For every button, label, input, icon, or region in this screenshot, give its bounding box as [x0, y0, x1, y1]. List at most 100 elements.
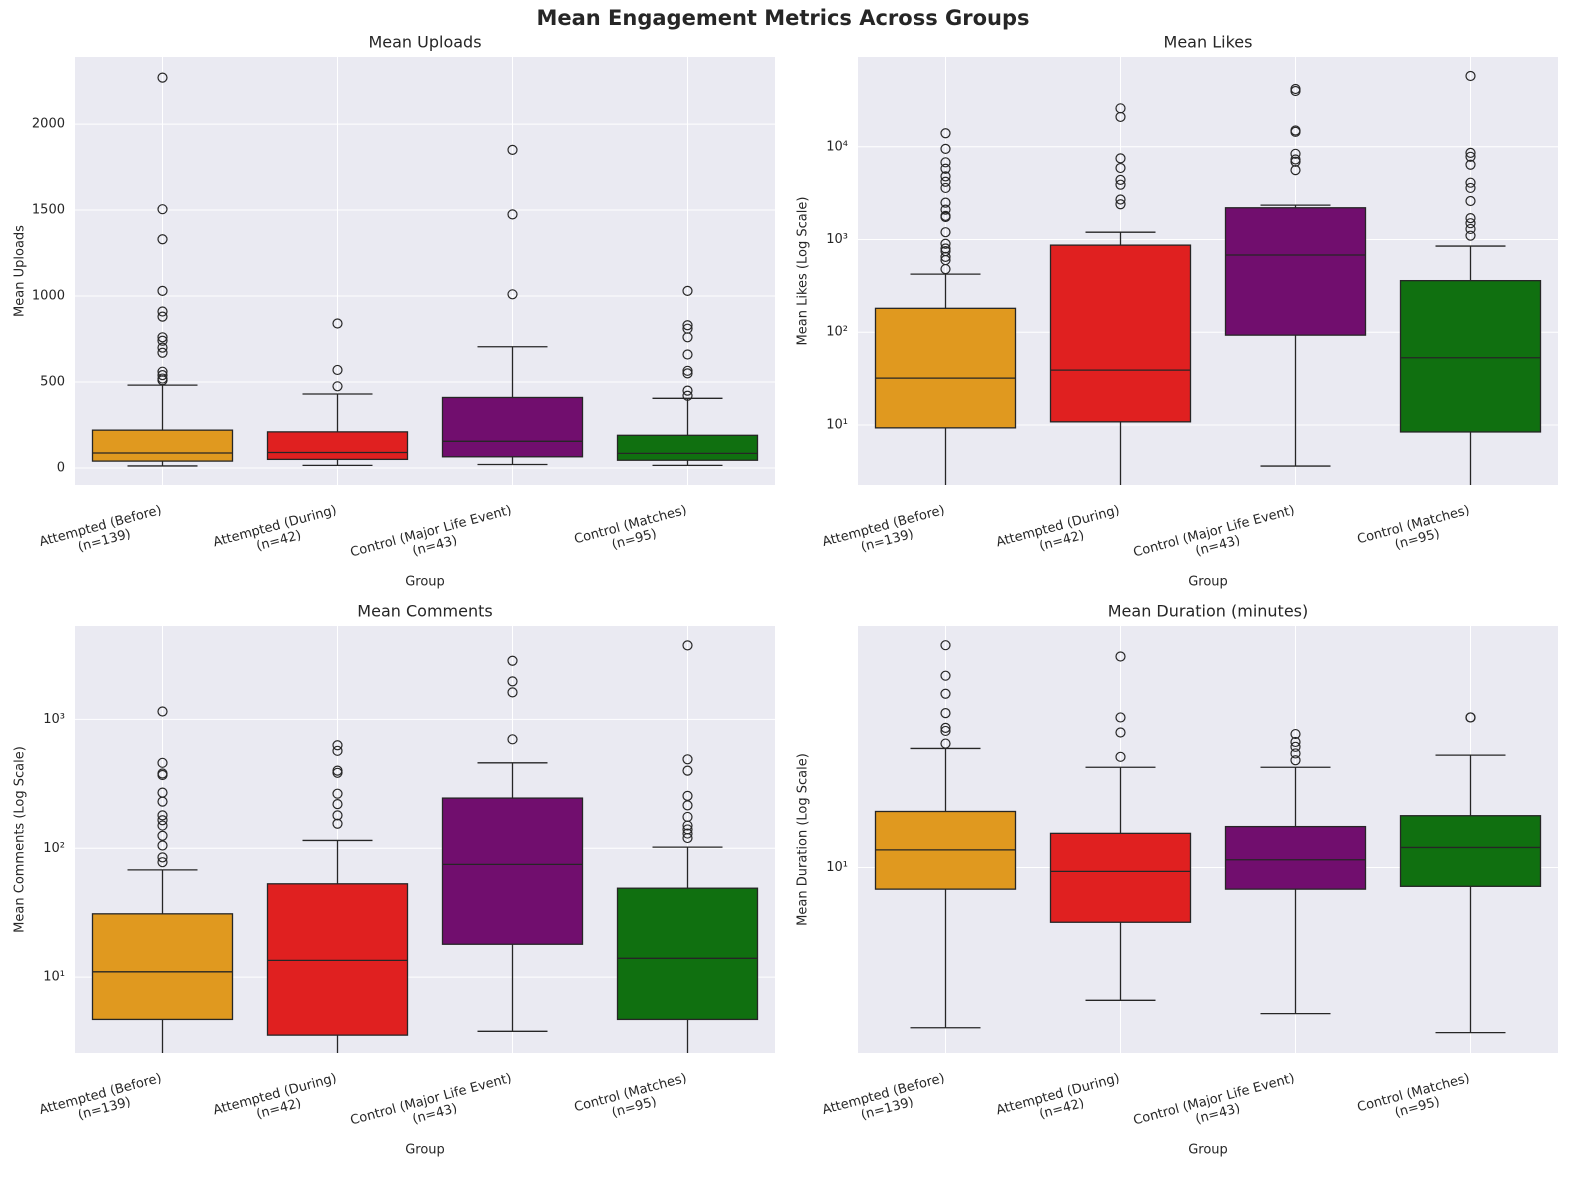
x-tick-label: Attempted (Before)(n=139): [38, 502, 167, 564]
outlier: [682, 385, 693, 396]
x-tick: Attempted (Before)(n=139): [38, 1070, 163, 1122]
outlier: [1290, 741, 1301, 752]
outlier: [332, 767, 343, 778]
y-tick-label: 1500: [32, 203, 65, 218]
outlier: [157, 757, 168, 768]
box: [874, 307, 1017, 429]
outlier: [682, 832, 693, 844]
outlier: [1115, 199, 1126, 210]
x-tick-label: Control (Major Life Event)(n=43): [349, 502, 517, 574]
outlier: [1465, 223, 1476, 235]
outlier: [940, 171, 951, 182]
outlier: [507, 655, 518, 666]
boxes: [91, 626, 759, 1053]
x-tick-label: Control (Matches)(n=95): [573, 502, 693, 561]
y-tick-label: 10¹: [826, 417, 848, 432]
outlier: [157, 796, 168, 807]
subplot-title: Mean Likes: [1164, 33, 1253, 52]
x-tick: Control (Matches)(n=95): [573, 1070, 693, 1129]
outlier: [682, 828, 693, 839]
outlier: [1290, 755, 1301, 766]
outlier: [940, 157, 951, 168]
outlier: [157, 285, 168, 296]
box: [91, 913, 234, 1021]
outlier: [1115, 111, 1126, 123]
box: [1049, 244, 1192, 423]
outlier: [157, 342, 168, 353]
x-tick-label: Attempted (During)(n=42): [995, 1070, 1126, 1132]
x-tick-label: Control (Matches)(n=95): [573, 1070, 693, 1129]
outlier: [1465, 147, 1476, 158]
boxes: [874, 626, 1542, 1053]
x-tick-label: Control (Matches)(n=95): [1356, 502, 1476, 561]
outlier: [157, 335, 168, 346]
box: [441, 396, 584, 458]
outlier: [940, 176, 951, 187]
box: [266, 883, 409, 1036]
y-tick-label: 10¹: [43, 970, 65, 985]
y-tick-label: 500: [40, 374, 65, 389]
outlier: [940, 227, 951, 238]
x-tick: Control (Matches)(n=95): [1356, 1070, 1476, 1129]
outlier: [1465, 213, 1476, 224]
outlier: [157, 706, 168, 717]
outlier: [682, 285, 693, 296]
outlier: [940, 163, 951, 174]
outlier: [682, 820, 693, 831]
outlier: [157, 204, 168, 215]
outlier: [332, 318, 343, 329]
x-tick-label: Attempted (During)(n=42): [212, 502, 343, 564]
outlier: [157, 311, 168, 322]
x-tick-label: Control (Matches)(n=95): [1356, 1070, 1476, 1129]
plot-area: [75, 57, 775, 485]
y-axis-label: Mean Comments (Log Scale): [13, 746, 28, 933]
y-tick-label: 10⁴: [826, 139, 848, 154]
y-axis-label: Mean Duration (Log Scale): [796, 753, 811, 926]
box: [266, 431, 409, 461]
x-tick: Attempted (During)(n=42): [212, 1070, 339, 1121]
outlier: [332, 810, 343, 821]
outlier: [1465, 151, 1476, 162]
x-tick: Control (Major Life Event)(n=43): [1132, 502, 1297, 560]
y-tick-label: 10²: [826, 325, 848, 340]
x-tick-label: Attempted (Before)(n=139): [821, 502, 950, 564]
x-tick-label: Control (Major Life Event)(n=43): [349, 1070, 517, 1142]
x-tick: Attempted (Before)(n=139): [821, 502, 950, 564]
outlier: [157, 840, 168, 851]
subplot-title: Mean Uploads: [368, 33, 481, 52]
outlier: [1115, 751, 1126, 762]
outlier: [940, 243, 951, 254]
outlier: [682, 368, 693, 379]
outlier: [682, 754, 693, 765]
outlier: [1290, 165, 1301, 176]
outlier: [157, 370, 168, 381]
outlier: [157, 347, 168, 358]
outlier: [507, 289, 518, 300]
outlier: [1465, 159, 1476, 170]
x-tick: Control (Major Life Event)(n=43): [349, 1070, 517, 1142]
x-axis-label: Group: [1188, 1143, 1228, 1158]
outlier: [1115, 194, 1126, 205]
x-tick: Attempted (Before)(n=139): [38, 502, 167, 564]
outlier: [332, 745, 343, 756]
box: [441, 797, 584, 945]
outlier: [1290, 126, 1301, 137]
box: [1224, 825, 1367, 890]
subplot: Mean Duration (minutes) Group Mean Duratio…: [796, 602, 1558, 1158]
outlier: [682, 365, 693, 376]
box: [616, 434, 759, 461]
outlier: [1290, 736, 1301, 748]
outlier: [940, 211, 951, 223]
outlier: [157, 375, 168, 386]
outlier: [940, 182, 951, 194]
box: [1224, 207, 1367, 336]
x-axis-label: Group: [1188, 575, 1228, 590]
x-tick: Control (Matches)(n=95): [1356, 502, 1476, 561]
outlier: [157, 234, 168, 245]
outlier: [940, 725, 951, 737]
y-tick-label: 10³: [43, 712, 65, 727]
box: [1399, 279, 1542, 433]
outlier: [940, 670, 951, 681]
outlier: [332, 799, 343, 810]
x-tick: Attempted (During)(n=42): [212, 502, 343, 564]
